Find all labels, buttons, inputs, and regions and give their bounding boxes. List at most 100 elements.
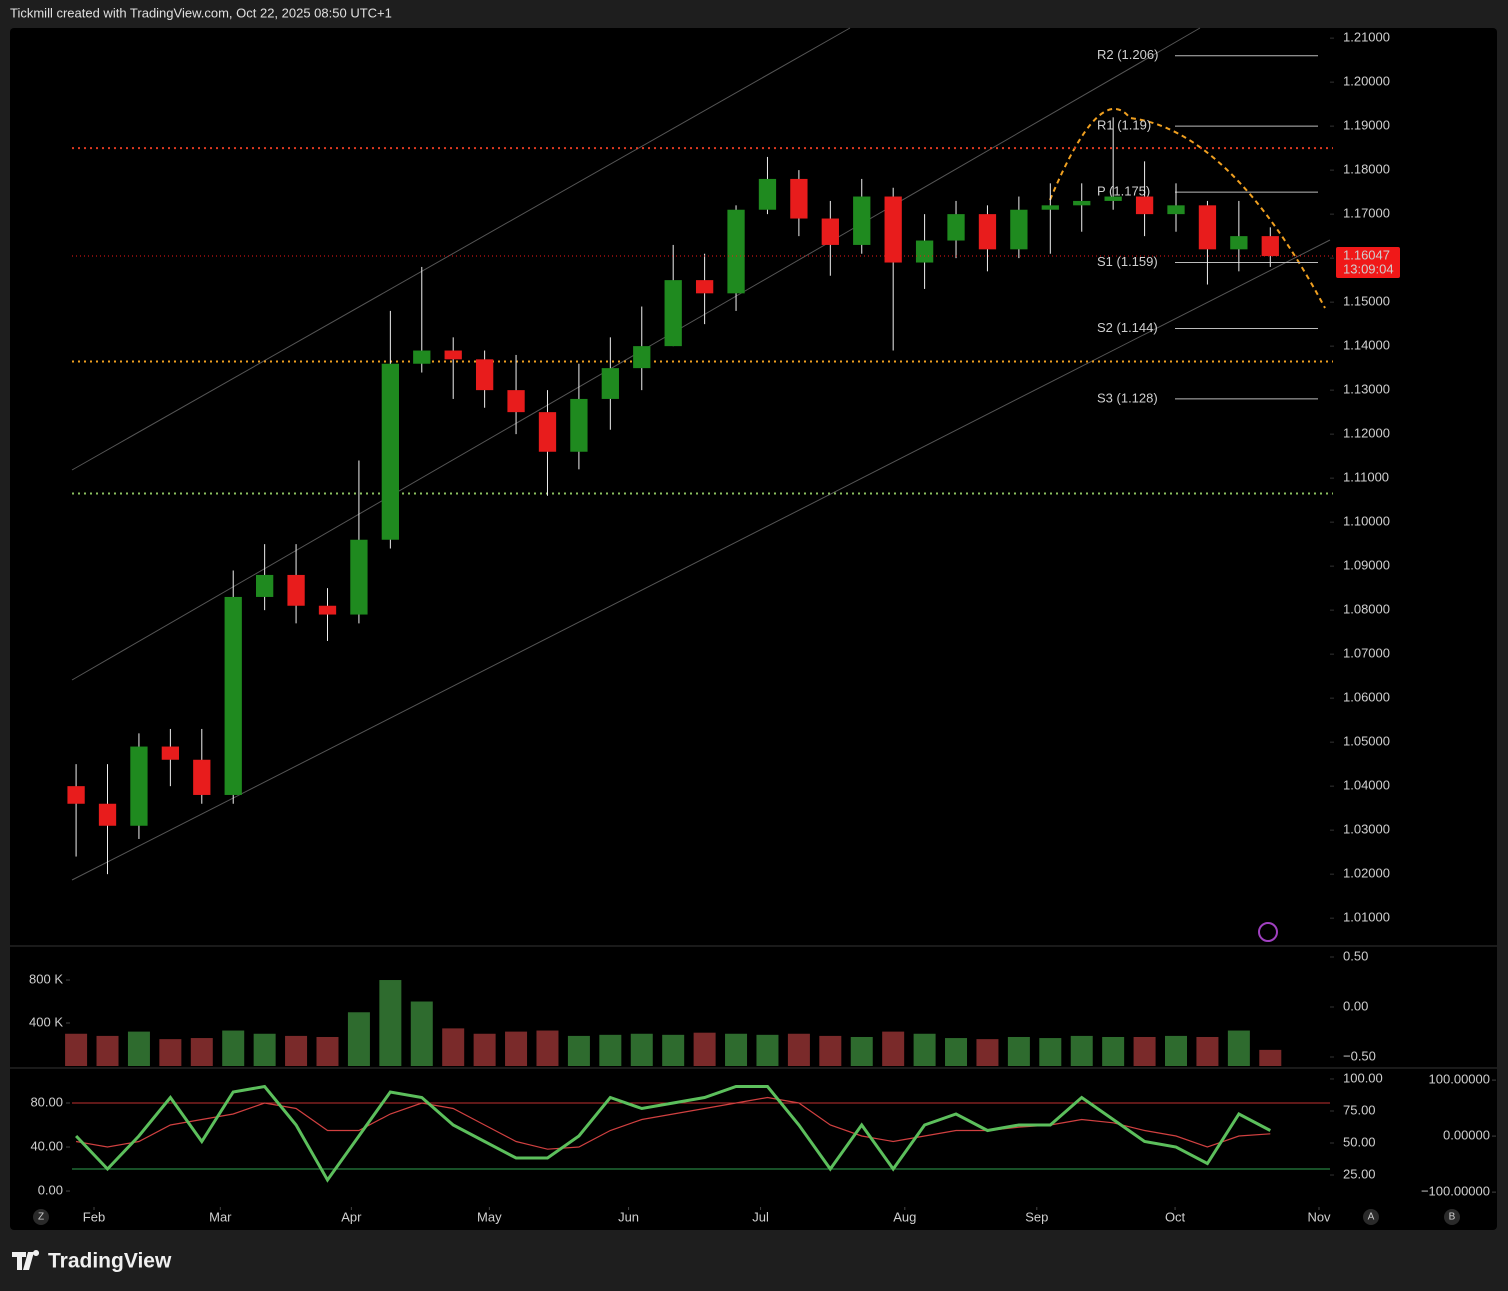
volume-bar [945, 1038, 968, 1066]
candle-body [287, 574, 305, 606]
y-tick-label: 1.01000 [1343, 910, 1390, 925]
volume-bar [442, 1028, 465, 1066]
volume-bar [159, 1039, 182, 1066]
x-tick-label: Jun [618, 1209, 639, 1224]
y-tick-label: 1.02000 [1343, 866, 1390, 881]
volume-bar [190, 1038, 213, 1066]
auto-button[interactable] [1363, 1209, 1379, 1225]
y-tick-label: 1.04000 [1343, 778, 1390, 793]
y-tick-label: 1.07000 [1343, 646, 1390, 661]
y-tick-label: 1.18000 [1343, 162, 1390, 177]
volume-bar [882, 1031, 905, 1066]
volume-bar [65, 1033, 88, 1066]
channel-line [71, 239, 1331, 881]
volume-bar [1196, 1036, 1219, 1066]
x-tick-label: Feb [83, 1209, 105, 1224]
x-tick-label: Aug [893, 1209, 916, 1224]
oscillator-line [75, 1096, 1271, 1150]
y-tick-label: 1.10000 [1343, 514, 1390, 529]
y-tick-label: 0.50 [1343, 948, 1368, 963]
zoom-button-label[interactable]: Z [38, 1212, 44, 1223]
footer-logo: TradingView [48, 1250, 172, 1273]
candle-body [1073, 200, 1091, 206]
volume-bar [96, 1035, 119, 1066]
volume-bar [316, 1036, 339, 1066]
candle-body [130, 746, 148, 826]
candle-body [193, 759, 211, 795]
y3-tick-label: 0.00000 [1443, 1128, 1490, 1143]
y3-tick-label: 100.00000 [1429, 1072, 1490, 1087]
volume-bar [1259, 1049, 1282, 1066]
candle-body [318, 605, 337, 615]
volume-bar [850, 1036, 873, 1066]
base-button[interactable] [1444, 1209, 1460, 1225]
y-tick-label: 75.00 [1343, 1102, 1376, 1117]
volume-bar [347, 1012, 370, 1066]
y-tick-label: 1.12000 [1343, 426, 1390, 441]
y-tick-label: 1.20000 [1343, 74, 1390, 89]
auto-button-label[interactable]: A [1368, 1212, 1375, 1223]
volume-bar [913, 1033, 936, 1066]
volume-bar [693, 1032, 716, 1066]
volume-bar [1227, 1030, 1250, 1066]
candle-body [1198, 205, 1217, 250]
pivot-label: S2 (1.144) [1097, 320, 1158, 335]
forecast-arc [1049, 107, 1326, 309]
channel-line [71, 27, 851, 471]
volume-bar [222, 1030, 245, 1066]
x-tick-label: May [477, 1209, 502, 1224]
logo-icon [12, 1250, 40, 1270]
alert-icon[interactable] [1258, 922, 1278, 942]
last-price-tag [1336, 247, 1400, 279]
last-price-label: 1.16047 [1343, 247, 1390, 262]
candle-body [570, 398, 588, 452]
candle-body [1167, 205, 1185, 215]
y-tick-label: 80.00 [30, 1094, 63, 1109]
candle-body [538, 412, 557, 452]
candle-body [161, 746, 180, 760]
y-tick-label: 25.00 [1343, 1166, 1376, 1181]
candle-body [695, 280, 714, 294]
candle-body [1041, 205, 1059, 210]
candle-body [350, 539, 368, 615]
candle-body [98, 803, 117, 826]
candle-body [224, 596, 242, 795]
candle-body [821, 218, 839, 245]
y-tick-label: 1.19000 [1343, 118, 1390, 133]
y-tick-label: 1.13000 [1343, 382, 1390, 397]
y-tick-label: 50.00 [1343, 1134, 1376, 1149]
volume-bar [127, 1031, 150, 1066]
candle-body [915, 240, 934, 263]
candle-body [633, 346, 651, 369]
y-tick-label: 100.00 [1343, 1070, 1383, 1085]
candle-body [507, 390, 525, 413]
volume-bar [599, 1034, 622, 1066]
volume-bar [505, 1031, 528, 1066]
candle-body [884, 196, 902, 263]
candle-body [790, 178, 808, 219]
x-tick-label: Jul [752, 1209, 769, 1224]
volume-bar [379, 980, 402, 1066]
candle-body [1135, 196, 1154, 215]
candle-body [601, 368, 619, 399]
volume-bar [285, 1035, 308, 1066]
y-tick-label: 800 K [29, 971, 63, 986]
candle-body [67, 786, 85, 804]
volume-bar [410, 1001, 433, 1066]
y-tick-label: 1.08000 [1343, 602, 1390, 617]
pivot-label: P (1.175) [1097, 184, 1150, 199]
candle-body [978, 214, 997, 250]
zoom-button[interactable] [33, 1209, 49, 1225]
candle-body [853, 196, 871, 245]
base-button-label[interactable]: B [1449, 1212, 1456, 1223]
candle-body [758, 178, 777, 210]
volume-bar [473, 1033, 496, 1066]
volume-bar [662, 1034, 685, 1066]
pivot-label: R2 (1.206) [1097, 47, 1158, 62]
volume-bar [1007, 1036, 1030, 1066]
candle-body [256, 574, 274, 597]
candle-body [664, 280, 682, 347]
y-tick-label: 1.03000 [1343, 822, 1390, 837]
volume-bar [1133, 1036, 1156, 1066]
